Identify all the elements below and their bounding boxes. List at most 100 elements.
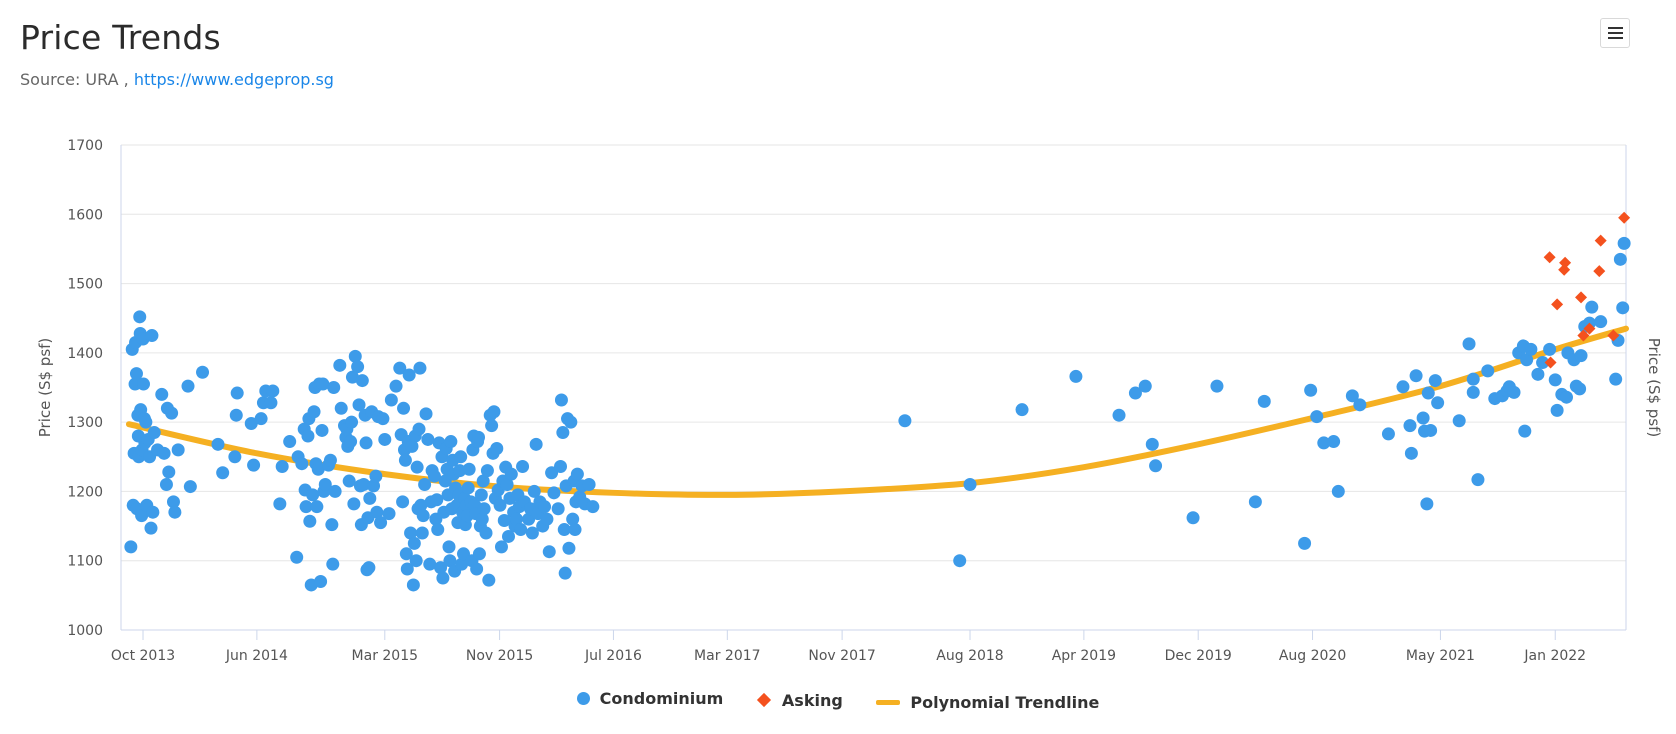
legend-label-condominium: Condominium	[599, 689, 724, 708]
asking-point	[1559, 256, 1572, 269]
condominium-point	[1481, 364, 1495, 378]
condominium-point	[423, 557, 437, 571]
condominium-point	[415, 526, 429, 540]
chart-legend: Condominium Asking Polynomial Trendline	[0, 689, 1676, 712]
condominium-point	[310, 500, 324, 514]
condominium-point	[211, 437, 225, 451]
condominium-point	[1310, 410, 1324, 424]
condominium-point	[290, 550, 304, 564]
condominium-point	[400, 562, 414, 576]
condominium-point	[557, 523, 571, 537]
condominium-point	[1524, 342, 1538, 356]
y-tick-label: 1600	[67, 207, 103, 223]
condominium-point	[299, 500, 313, 514]
condominium-point	[166, 495, 180, 509]
condominium-point	[1404, 446, 1418, 460]
condominium-point	[480, 464, 494, 478]
asking-point	[1577, 329, 1590, 342]
asking-points	[1543, 211, 1631, 369]
condominium-point	[147, 426, 161, 440]
condominium-point	[963, 478, 977, 491]
condominium-point	[334, 401, 348, 415]
condominium-points	[124, 236, 1631, 592]
condominium-point	[327, 381, 341, 394]
condominium-point	[316, 377, 330, 391]
x-tick-label: Jan 2022	[1523, 648, 1586, 664]
condominium-point	[393, 361, 407, 375]
condominium-point	[462, 462, 476, 476]
condominium-point	[1416, 411, 1430, 425]
condominium-point	[1543, 342, 1557, 356]
condominium-point	[1345, 389, 1359, 403]
condominium-point	[1471, 473, 1485, 487]
condominium-point	[382, 507, 396, 521]
condominium-point	[254, 412, 268, 426]
condominium-point	[230, 386, 244, 400]
x-tick-label: Aug 2018	[936, 648, 1003, 664]
condominium-point	[159, 478, 173, 491]
condominium-point	[378, 432, 392, 446]
condominium-point	[124, 540, 138, 554]
condominium-point	[1331, 484, 1345, 498]
condominium-point	[547, 486, 561, 500]
y-tick-label: 1300	[67, 415, 103, 431]
condominium-point	[431, 523, 445, 537]
condominium-point	[1574, 349, 1588, 363]
condominium-point	[414, 498, 428, 512]
legend-label-trendline: Polynomial Trendline	[910, 693, 1100, 712]
x-tick-label: Dec 2019	[1165, 648, 1232, 664]
condominium-point	[494, 540, 508, 554]
legend-circle-marker	[576, 692, 590, 705]
y-axis-title: Price (S$ psf)	[36, 338, 54, 438]
x-tick-label: Oct 2013	[111, 648, 175, 664]
legend-item-condominium[interactable]: Condominium	[576, 689, 724, 708]
condominium-point	[1128, 386, 1142, 400]
condominium-point	[1617, 236, 1631, 250]
source-link[interactable]: https://www.edgeprop.sg	[133, 70, 334, 89]
condominium-point	[367, 479, 381, 493]
condominium-point	[1069, 369, 1083, 383]
condominium-point	[479, 526, 493, 540]
condominium-point	[398, 453, 412, 467]
condominium-point	[413, 361, 427, 375]
condominium-point	[404, 526, 418, 540]
x-tick-label: Nov 2017	[808, 648, 875, 664]
condominium-point	[1248, 495, 1262, 509]
condominium-point	[472, 430, 486, 444]
condominium-point	[359, 436, 373, 450]
asking-point	[1583, 322, 1596, 335]
asking-point	[1543, 251, 1556, 264]
legend-item-asking[interactable]: Asking	[756, 691, 843, 710]
condominium-point	[501, 529, 515, 543]
condominium-point	[162, 465, 176, 479]
condominium-point	[538, 500, 552, 514]
condominium-point	[351, 360, 365, 374]
condominium-point	[455, 557, 469, 571]
condominium-point	[427, 469, 441, 483]
condominium-point	[136, 377, 150, 391]
condominium-point	[568, 523, 582, 537]
condominium-point	[295, 457, 309, 471]
chart-context-menu-button[interactable]	[1600, 18, 1630, 48]
condominium-point	[487, 405, 501, 419]
condominium-point	[1317, 436, 1331, 450]
condominium-point	[554, 393, 568, 407]
condominium-point	[477, 502, 491, 516]
condominium-point	[345, 370, 359, 384]
condominium-point	[196, 365, 210, 379]
condominium-point	[352, 398, 366, 412]
legend-item-trendline[interactable]: Polynomial Trendline	[876, 693, 1099, 712]
condominium-point	[514, 523, 528, 537]
condominium-point	[542, 545, 556, 559]
condominium-point	[325, 518, 339, 532]
condominium-point	[527, 484, 541, 498]
condominium-point	[307, 405, 321, 419]
condominium-point	[416, 509, 430, 523]
condominium-point	[1594, 315, 1608, 329]
condominium-point	[129, 367, 143, 381]
asking-point	[1618, 211, 1631, 224]
condominium-point	[1421, 386, 1435, 400]
condominium-point	[145, 329, 159, 343]
condominium-point	[345, 415, 359, 429]
condominium-point	[1431, 396, 1445, 410]
